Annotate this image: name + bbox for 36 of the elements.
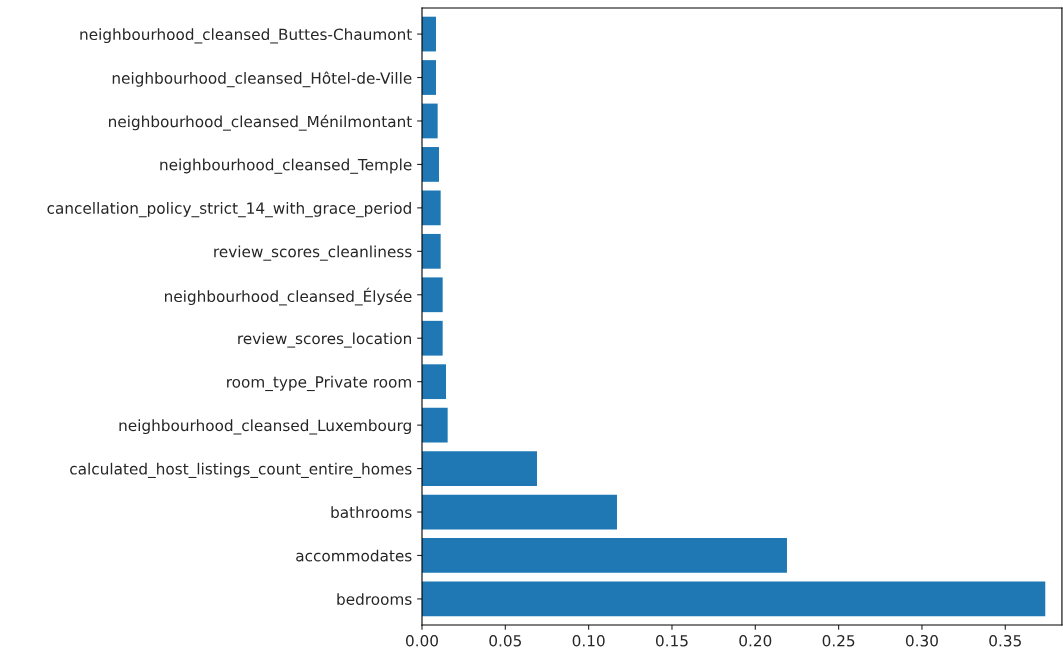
y-tick-label: neighbourhood_cleansed_Hôtel-de-Ville	[112, 71, 412, 88]
x-tick-label: 0.35	[989, 634, 1021, 647]
y-tick-label: bedrooms	[337, 593, 412, 605]
y-tick-label: neighbourhood_cleansed_Buttes-Chaumont	[80, 28, 412, 44]
y-tick-label: bathrooms	[331, 506, 412, 519]
x-tick-label: 0.25	[822, 634, 855, 647]
x-tick-label: 0.15	[655, 634, 688, 647]
y-tick-label: cancellation_policy_strict_14_with_grace_period	[47, 202, 411, 218]
y-tick-label: neighbourhood_cleansed_Élysée	[165, 287, 412, 306]
bar	[422, 364, 446, 400]
x-tick-label: 0.20	[739, 634, 772, 647]
y-tick-label: review_scores_cleanliness	[214, 245, 412, 261]
y-tick-label: room_type_Private room	[227, 375, 411, 392]
x-tick-label: 0.30	[905, 634, 938, 647]
bar	[422, 320, 443, 356]
bar	[422, 277, 443, 313]
y-tick-label: neighbourhood_cleansed_Ménilmontant	[109, 114, 412, 131]
bar	[422, 103, 438, 139]
bar	[422, 407, 448, 443]
y-tick-label: neighbourhood_cleansed_Luxembourg	[119, 419, 411, 435]
y-tick-label: neighbourhood_cleansed_Temple	[160, 158, 412, 174]
bar	[422, 190, 441, 226]
bar	[422, 538, 787, 573]
y-tick-label: review_scores_location	[238, 332, 411, 348]
x-tick-label: 0.10	[572, 634, 605, 647]
bar	[422, 494, 617, 530]
x-tick-label: 0.00	[406, 634, 438, 647]
x-tick-label: 0.05	[489, 634, 521, 647]
bar	[422, 451, 537, 486]
bar	[422, 16, 436, 52]
bar	[422, 581, 1046, 617]
bar	[422, 60, 436, 95]
y-tick-label: calculated_host_listings_count_entire_homes	[70, 462, 412, 478]
y-tick-label: accommodates	[296, 549, 412, 562]
bar	[422, 233, 441, 269]
bar	[422, 147, 439, 182]
